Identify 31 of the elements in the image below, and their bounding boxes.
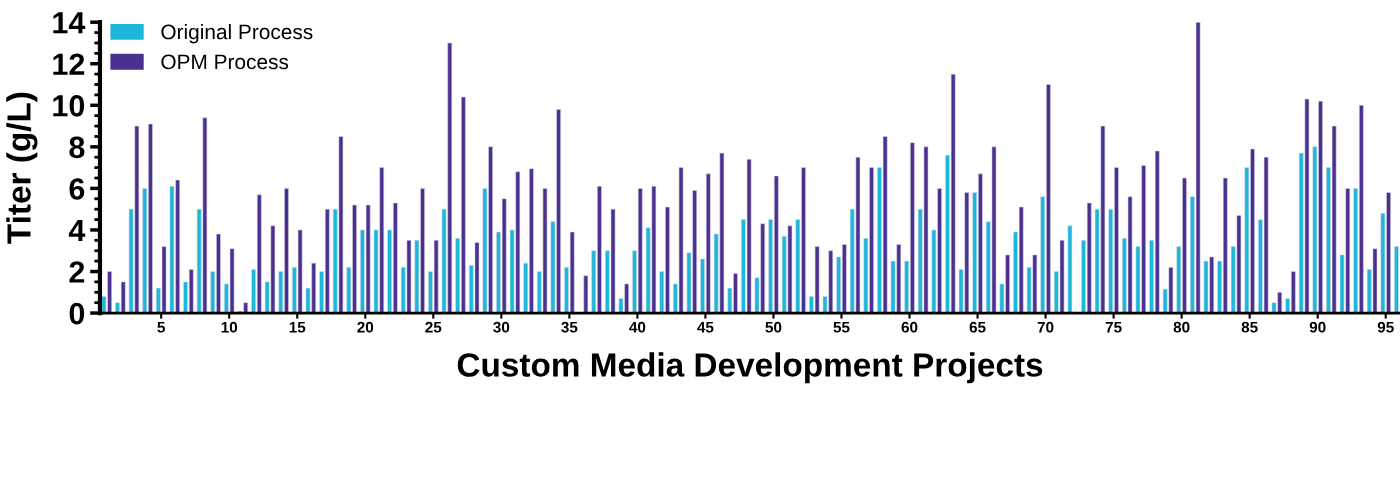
x-tick-label: 60 [901,321,918,333]
y-tick-label: 12 [53,53,85,75]
x-tick-label: 55 [833,321,850,333]
x-tick-label: 70 [1037,321,1054,333]
x-tick-label: 45 [697,321,714,333]
x-tick-label: 80 [1173,321,1190,333]
x-tick-label: 75 [1105,321,1122,333]
y-axis-title: Titer (g/L) [6,92,38,244]
x-axis-title: Custom Media Development Projects [457,352,1043,384]
y-tick-label: 10 [53,95,85,117]
x-tick-label: 40 [629,321,646,333]
y-tick-label: 8 [69,136,85,159]
x-tick-label: 50 [765,321,782,333]
x-tick-label: 10 [221,321,238,333]
legend-label: OPM Process [161,54,289,70]
x-tick-label: 25 [425,321,442,333]
legend-label: Original Process [161,23,313,44]
x-tick-label: 90 [1309,321,1326,333]
x-tick-label: 35 [561,321,578,333]
x-tick-label: 5 [157,321,166,333]
x-tick-label: 95 [1377,321,1394,333]
x-tick-label: 15 [289,321,306,333]
y-tick-label: 14 [53,12,86,34]
x-tick-label: 85 [1241,321,1258,333]
y-tick-label: 0 [69,302,85,325]
y-tick-label: 6 [69,178,85,200]
x-tick-label: 65 [969,321,986,333]
y-tick-label: 2 [69,261,85,283]
x-tick-label: 20 [357,321,374,333]
y-tick-label: 4 [68,220,86,242]
x-tick-label: 30 [493,321,510,333]
